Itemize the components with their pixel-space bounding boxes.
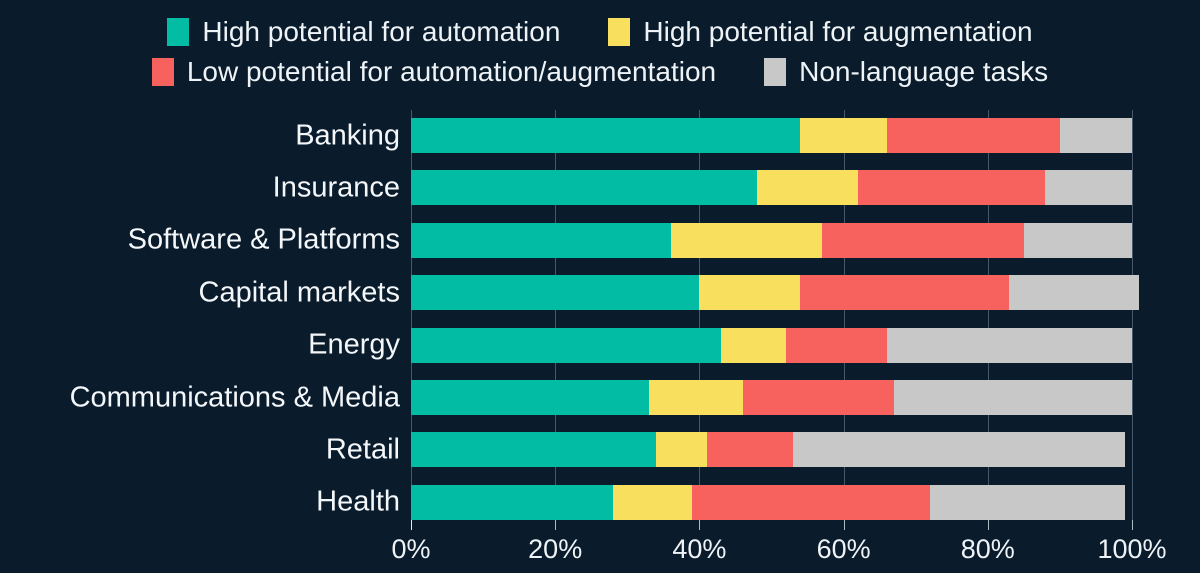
- legend-swatch-augmentation-icon: [608, 18, 631, 46]
- axis-tick-80%: [987, 520, 989, 530]
- x-tick-label: 0%: [391, 534, 431, 564]
- bar-row: [411, 222, 1132, 258]
- bar-segment: [930, 484, 1125, 520]
- axis-tick-60%: [843, 520, 845, 530]
- gridline-40%: [699, 110, 701, 520]
- legend-row-1: High potential for automation High poten…: [0, 12, 1200, 52]
- legend-label-augmentation: High potential for augmentation: [643, 16, 1033, 47]
- bar-row: [411, 327, 1132, 363]
- bar-segment: [706, 432, 794, 468]
- bar-segment: [411, 275, 700, 311]
- legend-item-automation: High potential for automation: [167, 18, 560, 46]
- bar-segment: [886, 327, 1132, 363]
- bar-segment: [757, 170, 859, 206]
- bar-segment: [886, 118, 1060, 153]
- bar-segment: [411, 327, 722, 363]
- category-label: Capital markets: [198, 276, 400, 309]
- bar-segment: [411, 484, 613, 520]
- axis-tick-0%: [411, 520, 412, 530]
- bar-segment: [656, 432, 707, 468]
- legend-swatch-non-language-icon: [764, 58, 787, 86]
- x-tick-label: 80%: [960, 534, 1015, 564]
- bar-segment: [793, 432, 1125, 468]
- bar-row: [411, 275, 1140, 311]
- bar-row: [411, 484, 1125, 520]
- bar-segment: [612, 484, 693, 520]
- category-label: Energy: [308, 328, 400, 361]
- legend-item-augmentation: High potential for augmentation: [608, 16, 1033, 47]
- x-tick-label: 100%: [1097, 534, 1167, 564]
- bar-segment: [800, 275, 1010, 311]
- x-tick-label: 40%: [672, 534, 727, 564]
- gridline-80%: [987, 110, 989, 520]
- category-label: Banking: [295, 119, 400, 151]
- axis-tick-20%: [555, 520, 557, 530]
- bar-segment: [411, 432, 657, 468]
- category-label: Software & Platforms: [127, 223, 400, 256]
- bar-row: [411, 118, 1132, 153]
- bar-segment: [721, 327, 786, 363]
- bar-segment: [821, 222, 1024, 258]
- bar-segment: [1009, 275, 1140, 311]
- axis-tick-100%: [1132, 520, 1133, 530]
- category-label: Insurance: [272, 171, 400, 204]
- category-label: Communications & Media: [69, 381, 400, 413]
- bar-segment: [858, 170, 1046, 206]
- bar-segment: [1045, 170, 1132, 206]
- bar-row: [411, 380, 1132, 415]
- legend-swatch-low-potential-icon: [151, 58, 174, 86]
- legend-row-2: Low potential for automation/augmentatio…: [0, 52, 1200, 92]
- bar-segment: [800, 118, 887, 153]
- bar-segment: [699, 275, 801, 311]
- x-tick-label: 20%: [528, 534, 583, 564]
- bar-segment: [742, 380, 895, 415]
- bar-segment: [894, 380, 1132, 415]
- legend-item-low-potential: Low potential for automation/augmentatio…: [151, 56, 717, 87]
- bar-segment: [670, 222, 822, 258]
- legend-item-non-language: Non-language tasks: [764, 58, 1048, 86]
- bar-segment: [1059, 118, 1132, 153]
- bar-segment: [692, 484, 931, 520]
- bar-segment: [785, 327, 887, 363]
- bar-segment: [411, 380, 649, 415]
- legend-label-automation: High potential for automation: [202, 16, 561, 47]
- bar-segment: [1023, 222, 1132, 258]
- gridline-20%: [555, 110, 557, 520]
- category-label: Retail: [325, 433, 400, 466]
- bar-segment: [648, 380, 743, 415]
- legend-label-low-potential: Low potential for automation/augmentatio…: [186, 56, 717, 87]
- axis-tick-40%: [699, 520, 701, 530]
- category-label: Health: [316, 485, 400, 518]
- bar-row: [411, 170, 1132, 206]
- bar-segment: [411, 170, 758, 206]
- bar-segment: [411, 118, 801, 153]
- gridline-0%: [411, 110, 412, 520]
- legend-label-non-language: Non-language tasks: [799, 56, 1049, 87]
- gridline-100%: [1132, 110, 1133, 520]
- bar-segment: [411, 222, 671, 258]
- chart-legend: High potential for automation High poten…: [0, 12, 1200, 92]
- bar-row: [411, 432, 1125, 468]
- gridline-60%: [843, 110, 845, 520]
- x-tick-label: 60%: [816, 534, 871, 564]
- legend-swatch-automation-icon: [167, 18, 190, 46]
